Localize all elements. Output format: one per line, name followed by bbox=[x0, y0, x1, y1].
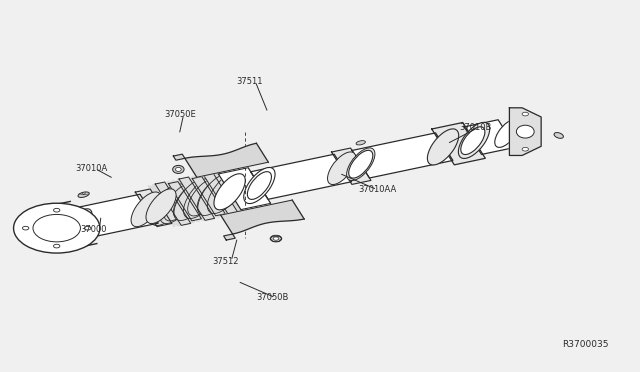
Ellipse shape bbox=[84, 226, 91, 230]
Polygon shape bbox=[332, 148, 371, 185]
Ellipse shape bbox=[461, 127, 485, 154]
Ellipse shape bbox=[22, 226, 29, 230]
Ellipse shape bbox=[159, 182, 196, 224]
Polygon shape bbox=[221, 200, 304, 234]
Ellipse shape bbox=[495, 120, 519, 147]
Ellipse shape bbox=[33, 214, 81, 242]
Polygon shape bbox=[173, 154, 185, 160]
Ellipse shape bbox=[13, 203, 100, 253]
Text: 37000: 37000 bbox=[80, 225, 107, 234]
Ellipse shape bbox=[428, 129, 459, 165]
Ellipse shape bbox=[214, 174, 245, 210]
Ellipse shape bbox=[458, 122, 490, 158]
Ellipse shape bbox=[174, 179, 210, 221]
Polygon shape bbox=[155, 182, 191, 225]
Ellipse shape bbox=[136, 194, 162, 223]
Polygon shape bbox=[135, 189, 172, 227]
Ellipse shape bbox=[522, 112, 529, 116]
Ellipse shape bbox=[516, 125, 534, 138]
Polygon shape bbox=[192, 177, 225, 216]
Ellipse shape bbox=[347, 148, 375, 180]
Polygon shape bbox=[185, 143, 268, 177]
Text: 37010AA: 37010AA bbox=[358, 185, 396, 194]
Polygon shape bbox=[179, 177, 214, 220]
Ellipse shape bbox=[175, 167, 181, 171]
Ellipse shape bbox=[67, 209, 92, 238]
Ellipse shape bbox=[273, 237, 279, 240]
Polygon shape bbox=[251, 154, 351, 199]
Ellipse shape bbox=[349, 150, 373, 178]
Polygon shape bbox=[218, 168, 271, 210]
Polygon shape bbox=[464, 120, 515, 154]
Ellipse shape bbox=[184, 177, 220, 218]
Polygon shape bbox=[352, 133, 453, 178]
Ellipse shape bbox=[270, 235, 282, 242]
Ellipse shape bbox=[331, 154, 355, 182]
Ellipse shape bbox=[432, 133, 456, 161]
Polygon shape bbox=[223, 234, 236, 240]
Ellipse shape bbox=[173, 166, 184, 173]
Polygon shape bbox=[148, 171, 244, 227]
Ellipse shape bbox=[164, 183, 196, 221]
Polygon shape bbox=[432, 122, 485, 165]
Text: 37050E: 37050E bbox=[164, 110, 196, 119]
Ellipse shape bbox=[207, 172, 243, 214]
Ellipse shape bbox=[198, 174, 234, 215]
Ellipse shape bbox=[173, 182, 206, 219]
Text: 37512: 37512 bbox=[212, 257, 239, 266]
Text: 37511: 37511 bbox=[236, 77, 263, 86]
Text: 37010B: 37010B bbox=[460, 123, 492, 132]
Ellipse shape bbox=[197, 176, 230, 214]
Ellipse shape bbox=[150, 184, 186, 225]
Text: 37010A: 37010A bbox=[76, 164, 108, 173]
Ellipse shape bbox=[131, 192, 161, 227]
Ellipse shape bbox=[328, 152, 356, 185]
Polygon shape bbox=[70, 194, 158, 238]
Ellipse shape bbox=[248, 171, 271, 199]
Ellipse shape bbox=[244, 167, 275, 203]
Text: 37050B: 37050B bbox=[257, 293, 289, 302]
Ellipse shape bbox=[54, 244, 60, 248]
Ellipse shape bbox=[78, 192, 89, 198]
Ellipse shape bbox=[356, 141, 365, 145]
Ellipse shape bbox=[54, 208, 60, 212]
Polygon shape bbox=[168, 182, 202, 221]
Text: R3700035: R3700035 bbox=[562, 340, 609, 349]
Ellipse shape bbox=[522, 147, 529, 151]
Ellipse shape bbox=[188, 179, 220, 216]
Polygon shape bbox=[509, 108, 541, 155]
Polygon shape bbox=[203, 172, 239, 215]
Ellipse shape bbox=[146, 189, 176, 224]
Ellipse shape bbox=[554, 132, 563, 138]
